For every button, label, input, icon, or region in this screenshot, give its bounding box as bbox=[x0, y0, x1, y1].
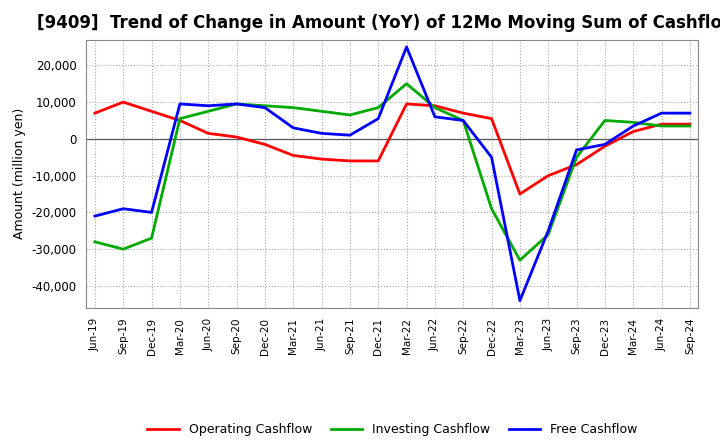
Free Cashflow bbox=[544, 228, 552, 234]
Investing Cashflow bbox=[544, 232, 552, 237]
Operating Cashflow bbox=[572, 162, 581, 167]
Operating Cashflow bbox=[261, 142, 269, 147]
Free Cashflow bbox=[487, 154, 496, 160]
Operating Cashflow bbox=[289, 153, 297, 158]
Free Cashflow bbox=[148, 210, 156, 215]
Free Cashflow bbox=[459, 118, 467, 123]
Operating Cashflow bbox=[459, 110, 467, 116]
Investing Cashflow bbox=[629, 120, 637, 125]
Investing Cashflow bbox=[176, 116, 184, 121]
Free Cashflow bbox=[176, 101, 184, 106]
Investing Cashflow bbox=[657, 123, 666, 128]
Free Cashflow bbox=[516, 298, 524, 303]
Free Cashflow bbox=[91, 213, 99, 219]
Operating Cashflow bbox=[318, 157, 326, 162]
Investing Cashflow bbox=[572, 154, 581, 160]
Investing Cashflow bbox=[119, 246, 127, 252]
Operating Cashflow bbox=[204, 131, 212, 136]
Free Cashflow bbox=[233, 101, 241, 106]
Line: Operating Cashflow: Operating Cashflow bbox=[95, 102, 690, 194]
Investing Cashflow bbox=[233, 101, 241, 106]
Free Cashflow bbox=[261, 105, 269, 110]
Operating Cashflow bbox=[176, 118, 184, 123]
Investing Cashflow bbox=[402, 81, 411, 86]
Operating Cashflow bbox=[431, 103, 439, 108]
Free Cashflow bbox=[289, 125, 297, 131]
Operating Cashflow bbox=[402, 101, 411, 106]
Operating Cashflow bbox=[346, 158, 354, 164]
Operating Cashflow bbox=[544, 173, 552, 178]
Investing Cashflow bbox=[459, 118, 467, 123]
Legend: Operating Cashflow, Investing Cashflow, Free Cashflow: Operating Cashflow, Investing Cashflow, … bbox=[143, 418, 642, 440]
Operating Cashflow bbox=[233, 134, 241, 139]
Y-axis label: Amount (million yen): Amount (million yen) bbox=[13, 108, 26, 239]
Investing Cashflow bbox=[487, 206, 496, 211]
Free Cashflow bbox=[657, 110, 666, 116]
Investing Cashflow bbox=[516, 257, 524, 263]
Investing Cashflow bbox=[374, 105, 382, 110]
Operating Cashflow bbox=[657, 121, 666, 127]
Free Cashflow bbox=[431, 114, 439, 119]
Free Cashflow bbox=[346, 132, 354, 138]
Free Cashflow bbox=[685, 110, 694, 116]
Free Cashflow bbox=[600, 142, 609, 147]
Operating Cashflow bbox=[487, 116, 496, 121]
Line: Free Cashflow: Free Cashflow bbox=[95, 47, 690, 301]
Operating Cashflow bbox=[119, 99, 127, 105]
Free Cashflow bbox=[374, 116, 382, 121]
Investing Cashflow bbox=[685, 123, 694, 128]
Operating Cashflow bbox=[685, 121, 694, 127]
Title: [9409]  Trend of Change in Amount (YoY) of 12Mo Moving Sum of Cashflows: [9409] Trend of Change in Amount (YoY) o… bbox=[37, 15, 720, 33]
Free Cashflow bbox=[572, 147, 581, 153]
Investing Cashflow bbox=[261, 103, 269, 108]
Free Cashflow bbox=[119, 206, 127, 211]
Investing Cashflow bbox=[91, 239, 99, 245]
Operating Cashflow bbox=[600, 143, 609, 149]
Operating Cashflow bbox=[91, 110, 99, 116]
Operating Cashflow bbox=[148, 109, 156, 114]
Investing Cashflow bbox=[600, 118, 609, 123]
Operating Cashflow bbox=[374, 158, 382, 164]
Operating Cashflow bbox=[516, 191, 524, 197]
Free Cashflow bbox=[402, 44, 411, 50]
Investing Cashflow bbox=[346, 112, 354, 117]
Free Cashflow bbox=[318, 131, 326, 136]
Free Cashflow bbox=[629, 123, 637, 128]
Line: Investing Cashflow: Investing Cashflow bbox=[95, 84, 690, 260]
Investing Cashflow bbox=[431, 105, 439, 110]
Investing Cashflow bbox=[148, 235, 156, 241]
Investing Cashflow bbox=[318, 109, 326, 114]
Investing Cashflow bbox=[204, 109, 212, 114]
Operating Cashflow bbox=[629, 129, 637, 134]
Investing Cashflow bbox=[289, 105, 297, 110]
Free Cashflow bbox=[204, 103, 212, 108]
